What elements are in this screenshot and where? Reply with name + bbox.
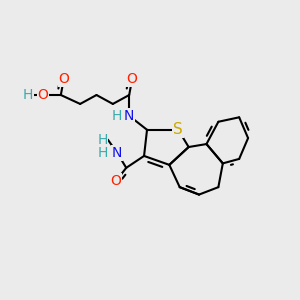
Text: H: H xyxy=(97,133,108,147)
Text: H: H xyxy=(112,109,122,123)
Text: H: H xyxy=(23,88,33,102)
Text: O: O xyxy=(58,72,69,86)
Text: S: S xyxy=(173,122,183,137)
Text: H: H xyxy=(97,146,108,160)
Text: N: N xyxy=(112,146,122,160)
Text: O: O xyxy=(127,72,138,86)
Text: O: O xyxy=(110,174,121,188)
Text: N: N xyxy=(124,109,134,123)
Text: O: O xyxy=(38,88,48,102)
